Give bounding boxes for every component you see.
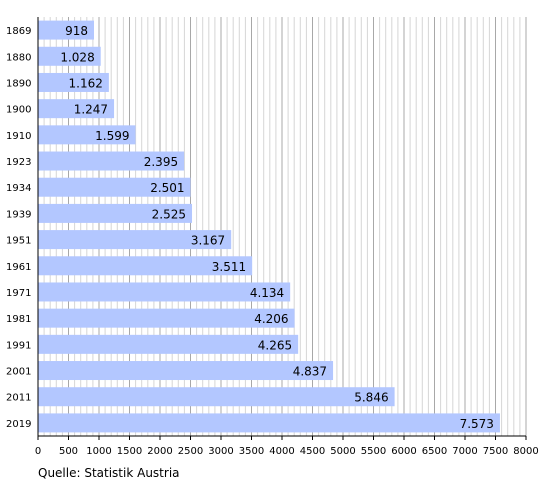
category-label: 1991	[6, 340, 31, 351]
x-tick-label: 7000	[452, 446, 477, 457]
category-label: 2011	[6, 393, 31, 404]
bar	[38, 387, 395, 407]
value-label: 3.511	[212, 260, 246, 274]
value-label: 3.167	[191, 234, 225, 248]
bar	[38, 282, 291, 302]
value-label: 1.162	[69, 76, 103, 90]
bar	[38, 230, 232, 250]
bar	[38, 256, 253, 276]
value-label: 1.247	[74, 103, 108, 117]
category-label: 1923	[6, 157, 31, 168]
bar	[38, 203, 193, 223]
source-note: Quelle: Statistik Austria	[38, 466, 180, 480]
category-label: 1951	[6, 236, 31, 247]
x-tick-label: 8000	[513, 446, 538, 457]
x-tick-label: 4500	[300, 446, 325, 457]
labels: 1869 918 1880 1.028 1890 1.162 1900 1.247 1910 1.…	[6, 24, 539, 457]
bar	[38, 125, 136, 145]
x-tick-label: 7500	[483, 446, 508, 457]
category-label: 1971	[6, 288, 31, 299]
value-label: 1.028	[60, 50, 94, 64]
x-tick-label: 6500	[422, 446, 447, 457]
x-tick-label: 0	[35, 446, 41, 457]
bar	[38, 46, 101, 66]
category-label: 1981	[6, 314, 31, 325]
bar	[38, 413, 500, 433]
category-label: 1934	[6, 183, 31, 194]
value-label: 4.134	[250, 286, 284, 300]
value-label: 5.846	[354, 391, 388, 405]
bar	[38, 20, 94, 40]
value-label: 1.599	[95, 129, 129, 143]
category-label: 1890	[6, 78, 31, 89]
value-label: 918	[65, 24, 88, 38]
value-label: 4.837	[293, 365, 327, 379]
category-label: 1900	[6, 105, 31, 116]
bar	[38, 99, 115, 119]
axes	[37, 17, 527, 440]
x-tick-label: 3000	[208, 446, 233, 457]
value-label: 2.395	[144, 155, 178, 169]
x-tick-label: 2500	[178, 446, 203, 457]
value-label: 4.206	[254, 312, 288, 326]
x-tick-label: 6000	[391, 446, 416, 457]
value-label: 7.573	[460, 417, 494, 431]
bar	[38, 151, 185, 171]
x-tick-label: 3500	[239, 446, 264, 457]
bar	[38, 361, 334, 381]
category-label: 2019	[6, 419, 31, 430]
bar	[38, 72, 109, 92]
value-label: 4.265	[258, 338, 292, 352]
bars	[38, 20, 500, 433]
category-label: 2001	[6, 367, 31, 378]
value-label: 2.501	[150, 181, 184, 195]
x-tick-label: 1000	[86, 446, 111, 457]
x-tick-label: 500	[59, 446, 78, 457]
category-label: 1939	[6, 209, 31, 220]
x-tick-label: 5500	[361, 446, 386, 457]
bar	[38, 334, 299, 354]
category-label: 1910	[6, 131, 31, 142]
category-label: 1869	[6, 26, 31, 37]
category-label: 1961	[6, 262, 31, 273]
bar	[38, 177, 191, 197]
x-tick-label: 5000	[330, 446, 355, 457]
category-label: 1880	[6, 52, 31, 63]
x-tick-label: 2000	[147, 446, 172, 457]
bar	[38, 308, 295, 328]
x-tick-label: 1500	[117, 446, 142, 457]
value-label: 2.525	[152, 207, 186, 221]
x-tick-label: 4000	[269, 446, 294, 457]
